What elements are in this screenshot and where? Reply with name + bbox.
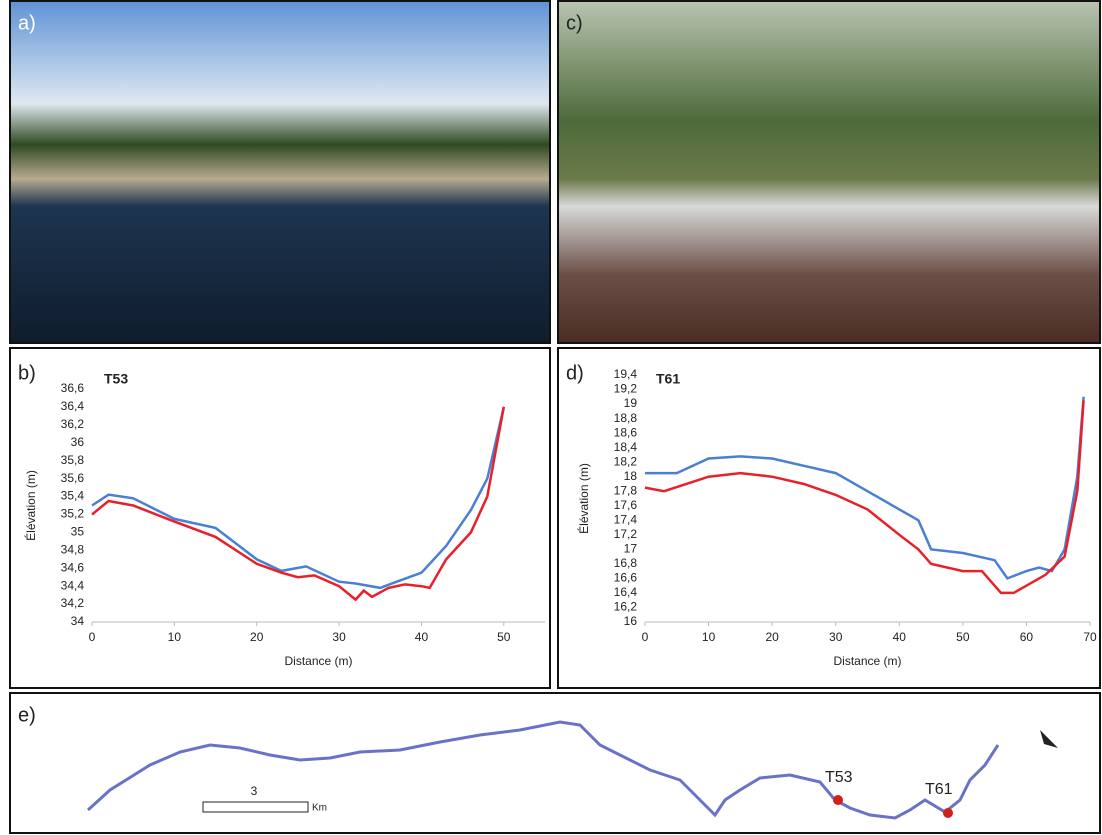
y-tick-label: 16,8 bbox=[614, 556, 638, 570]
y-tick-label: 19,4 bbox=[614, 367, 638, 381]
y-tick-label: 18 bbox=[624, 469, 638, 483]
y-tick-label: 18,2 bbox=[614, 454, 638, 468]
x-axis-label: Distance (m) bbox=[833, 654, 901, 668]
photo-a bbox=[10, 1, 550, 343]
x-tick-label: 0 bbox=[89, 630, 96, 644]
y-tick-label: 16,4 bbox=[614, 585, 638, 599]
site-label: T61 bbox=[925, 781, 953, 798]
x-tick-label: 30 bbox=[829, 630, 843, 644]
x-tick-label: 20 bbox=[765, 630, 779, 644]
y-tick-label: 35,6 bbox=[61, 471, 85, 485]
panel-e bbox=[10, 693, 1100, 833]
figure: a) c) b) d) e) T53 T61 3 Km T53 Distance … bbox=[0, 0, 1102, 835]
y-tick-label: 36 bbox=[71, 435, 85, 449]
y-tick-label: 36,6 bbox=[61, 381, 85, 395]
x-tick-label: 40 bbox=[893, 630, 907, 644]
scale-label: 3 bbox=[251, 784, 258, 798]
x-tick-label: 20 bbox=[250, 630, 264, 644]
scale-bar bbox=[203, 802, 308, 812]
x-tick-label: 10 bbox=[702, 630, 716, 644]
y-tick-label: 34,2 bbox=[61, 596, 85, 610]
y-tick-label: 17,8 bbox=[614, 483, 638, 497]
y-axis-label: Élévation (m) bbox=[23, 470, 38, 541]
y-tick-label: 35,4 bbox=[61, 489, 85, 503]
chart-title: T53 bbox=[104, 371, 128, 387]
y-tick-label: 19 bbox=[624, 396, 638, 410]
y-tick-label: 18,4 bbox=[614, 440, 638, 454]
x-tick-label: 0 bbox=[642, 630, 649, 644]
photo-c bbox=[558, 1, 1100, 343]
y-tick-label: 18,8 bbox=[614, 411, 638, 425]
panel-label: a) bbox=[18, 12, 36, 34]
y-tick-label: 17,4 bbox=[614, 512, 638, 526]
y-tick-label: 16 bbox=[624, 614, 638, 628]
scale-unit: Km bbox=[312, 803, 327, 814]
x-tick-label: 70 bbox=[1083, 630, 1097, 644]
y-tick-label: 34,4 bbox=[61, 578, 85, 592]
y-tick-label: 36,2 bbox=[61, 417, 85, 431]
panel-label: d) bbox=[566, 362, 584, 384]
x-tick-label: 50 bbox=[956, 630, 970, 644]
y-tick-label: 16,2 bbox=[614, 600, 638, 614]
y-tick-label: 34 bbox=[71, 614, 85, 628]
y-tick-label: 36,4 bbox=[61, 399, 85, 413]
x-tick-label: 30 bbox=[332, 630, 346, 644]
x-axis-label: Distance (m) bbox=[284, 654, 352, 668]
y-tick-label: 17,6 bbox=[614, 498, 638, 512]
x-tick-label: 40 bbox=[415, 630, 429, 644]
y-tick-label: 35 bbox=[71, 525, 85, 539]
panel-label: c) bbox=[566, 12, 583, 34]
site-marker bbox=[943, 808, 953, 818]
y-tick-label: 35,8 bbox=[61, 453, 85, 467]
y-tick-label: 35,2 bbox=[61, 507, 85, 521]
site-marker bbox=[833, 795, 843, 805]
y-tick-label: 17 bbox=[624, 542, 638, 556]
y-tick-label: 16,6 bbox=[614, 571, 638, 585]
chart-title: T61 bbox=[656, 371, 680, 387]
y-tick-label: 17,2 bbox=[614, 527, 638, 541]
panel-label: b) bbox=[18, 362, 36, 384]
x-tick-label: 10 bbox=[168, 630, 182, 644]
site-label: T53 bbox=[825, 769, 853, 786]
y-tick-label: 18,6 bbox=[614, 425, 638, 439]
y-tick-label: 34,8 bbox=[61, 542, 85, 556]
y-tick-label: 19,2 bbox=[614, 382, 638, 396]
panel-label: e) bbox=[18, 704, 36, 726]
y-axis-label: Élévation (m) bbox=[576, 463, 591, 534]
x-tick-label: 60 bbox=[1020, 630, 1034, 644]
x-tick-label: 50 bbox=[497, 630, 511, 644]
y-tick-label: 34,6 bbox=[61, 560, 85, 574]
